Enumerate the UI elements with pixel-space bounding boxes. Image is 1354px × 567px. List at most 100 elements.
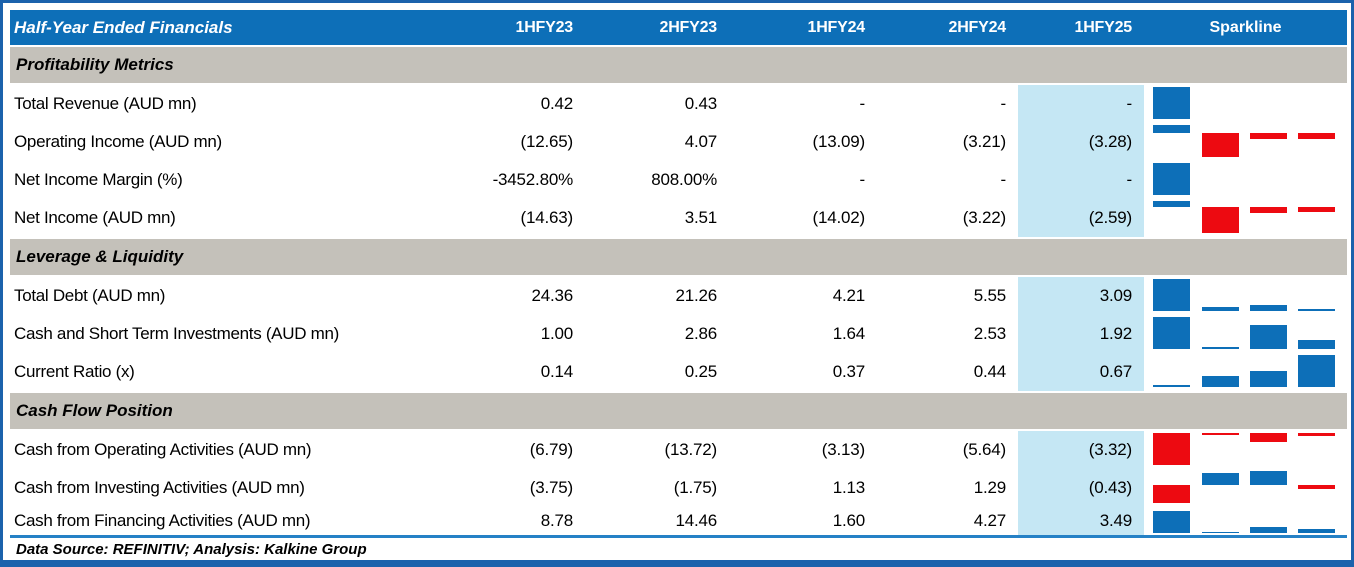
metric-label: Net Income Margin (%)	[14, 170, 183, 189]
metric-value: -	[1000, 94, 1007, 113]
metric-label: Total Revenue (AUD mn)	[14, 94, 197, 113]
column-header-1hfy25: 1HFY25	[1074, 18, 1133, 36]
metric-value: (3.28)	[1018, 123, 1144, 161]
sparkline-bar	[1202, 207, 1239, 233]
sparkline-bar	[1153, 87, 1190, 119]
metric-value: 4.07	[684, 132, 717, 151]
metric-value: -	[1018, 85, 1144, 123]
metric-value: 5.55	[973, 286, 1006, 305]
sparkline-cell	[1144, 199, 1347, 237]
metric-value: 0.25	[684, 362, 717, 381]
sparkline-cell	[1144, 431, 1347, 469]
metric-value: 2.53	[973, 324, 1006, 343]
metric-value: (3.21)	[962, 132, 1006, 151]
table-title: Half-Year Ended Financials	[14, 17, 233, 37]
sparkline-bar	[1202, 132, 1239, 157]
metric-value: (3.13)	[821, 440, 865, 459]
metric-value: (14.63)	[520, 208, 574, 227]
sparkline-cell	[1144, 161, 1347, 199]
footer-note: Data Source: REFINITIV; Analysis: Kalkin…	[10, 535, 1347, 561]
sparkline-bar	[1250, 304, 1287, 311]
metric-value: 0.37	[832, 362, 865, 381]
metric-value: 1.64	[832, 324, 865, 343]
sparkline-bar	[1153, 279, 1190, 311]
sparkline-bar	[1298, 132, 1335, 139]
metric-value: 1.00	[540, 324, 573, 343]
sparkline-bar	[1250, 527, 1287, 533]
metric-label: Cash from Operating Activities (AUD mn)	[14, 440, 312, 459]
sparkline-bar	[1298, 528, 1335, 533]
sparkline-bar	[1202, 376, 1239, 387]
metric-value: (12.65)	[520, 132, 574, 151]
metric-value: (13.72)	[664, 440, 718, 459]
sparkline-bar	[1250, 325, 1287, 349]
metric-value: 0.44	[973, 362, 1006, 381]
sparkline-bar	[1153, 163, 1190, 195]
metric-value: 0.67	[1018, 353, 1144, 391]
metric-row: Cash from Investing Activities (AUD mn) (…	[10, 469, 1347, 507]
table-header-row: Half-Year Ended Financials 1HFY23 2HFY23 1…	[10, 10, 1347, 45]
metric-value: (0.43)	[1018, 469, 1144, 507]
sparkline-bar	[1202, 307, 1239, 311]
column-header-2hfy23: 2HFY23	[659, 18, 718, 36]
metric-value: -	[859, 94, 866, 113]
section-header-1: Profitability Metrics	[10, 45, 1347, 85]
metric-label: Current Ratio (x)	[14, 362, 135, 381]
metric-value: (13.09)	[812, 132, 866, 151]
metric-row: Total Debt (AUD mn) 24.36 21.26 4.21 5.55 3.0…	[10, 277, 1347, 315]
metric-value: -3452.80%	[492, 170, 574, 189]
sparkline-bar	[1153, 125, 1190, 133]
metric-value: 21.26	[675, 286, 717, 305]
sparkline-bar	[1202, 346, 1239, 349]
metric-row: Operating Income (AUD mn) (12.65) 4.07 (13.…	[10, 123, 1347, 161]
sparkline-bar	[1153, 511, 1190, 533]
metric-value: (3.32)	[1018, 431, 1144, 469]
sparkline-bar	[1202, 531, 1239, 533]
metric-row: Net Income Margin (%) -3452.80% 808.00% - - -	[10, 161, 1347, 199]
metric-value: 1.29	[973, 478, 1006, 497]
sparkline-bar	[1153, 201, 1190, 208]
sparkline-bar	[1153, 484, 1190, 503]
metric-value: 24.36	[531, 286, 573, 305]
metric-value: 14.46	[675, 511, 717, 530]
metric-label: Cash from Financing Activities (AUD mn)	[14, 511, 311, 530]
metric-value: 1.60	[832, 511, 865, 530]
metric-value: (6.79)	[529, 440, 573, 459]
sparkline-column-header: Sparkline	[1209, 18, 1282, 36]
sparkline-bar	[1250, 207, 1287, 214]
sparkline-cell	[1144, 277, 1347, 315]
column-header-1hfy24: 1HFY24	[807, 18, 866, 36]
sparkline-bar	[1153, 433, 1190, 465]
metric-value: 0.14	[540, 362, 573, 381]
sparkline-bar	[1153, 384, 1190, 387]
metric-value: (3.75)	[529, 478, 573, 497]
metric-value: 2.86	[684, 324, 717, 343]
metric-row: Net Income (AUD mn) (14.63) 3.51 (14.02) (3.…	[10, 199, 1347, 237]
metric-value: 0.42	[540, 94, 573, 113]
table-body: Profitability Metrics Total Revenue (AUD …	[10, 45, 1347, 535]
metric-row: Cash from Operating Activities (AUD mn) (…	[10, 431, 1347, 469]
metric-value: 1.92	[1018, 315, 1144, 353]
sparkline-bar	[1298, 484, 1335, 490]
metric-value: 3.49	[1018, 507, 1144, 535]
sparkline-bar	[1250, 132, 1287, 139]
column-header-1hfy23: 1HFY23	[515, 18, 574, 36]
metric-value: (3.22)	[962, 208, 1006, 227]
metric-value: 1.13	[832, 478, 865, 497]
column-header-2hfy24: 2HFY24	[948, 18, 1007, 36]
metric-value: (2.59)	[1018, 199, 1144, 237]
metric-label: Net Income (AUD mn)	[14, 208, 176, 227]
sparkline-cell	[1144, 353, 1347, 391]
metric-value: 3.51	[684, 208, 717, 227]
sparkline-bar	[1298, 340, 1335, 349]
sparkline-bar	[1153, 317, 1190, 349]
sparkline-bar	[1250, 371, 1287, 387]
sparkline-cell	[1144, 507, 1347, 535]
sparkline-bar	[1298, 355, 1335, 387]
metric-value: (5.64)	[962, 440, 1006, 459]
sparkline-cell	[1144, 85, 1347, 123]
sparkline-bar	[1202, 472, 1239, 485]
metric-row: Total Revenue (AUD mn) 0.42 0.43- - -	[10, 85, 1347, 123]
metric-value: -	[1018, 161, 1144, 199]
